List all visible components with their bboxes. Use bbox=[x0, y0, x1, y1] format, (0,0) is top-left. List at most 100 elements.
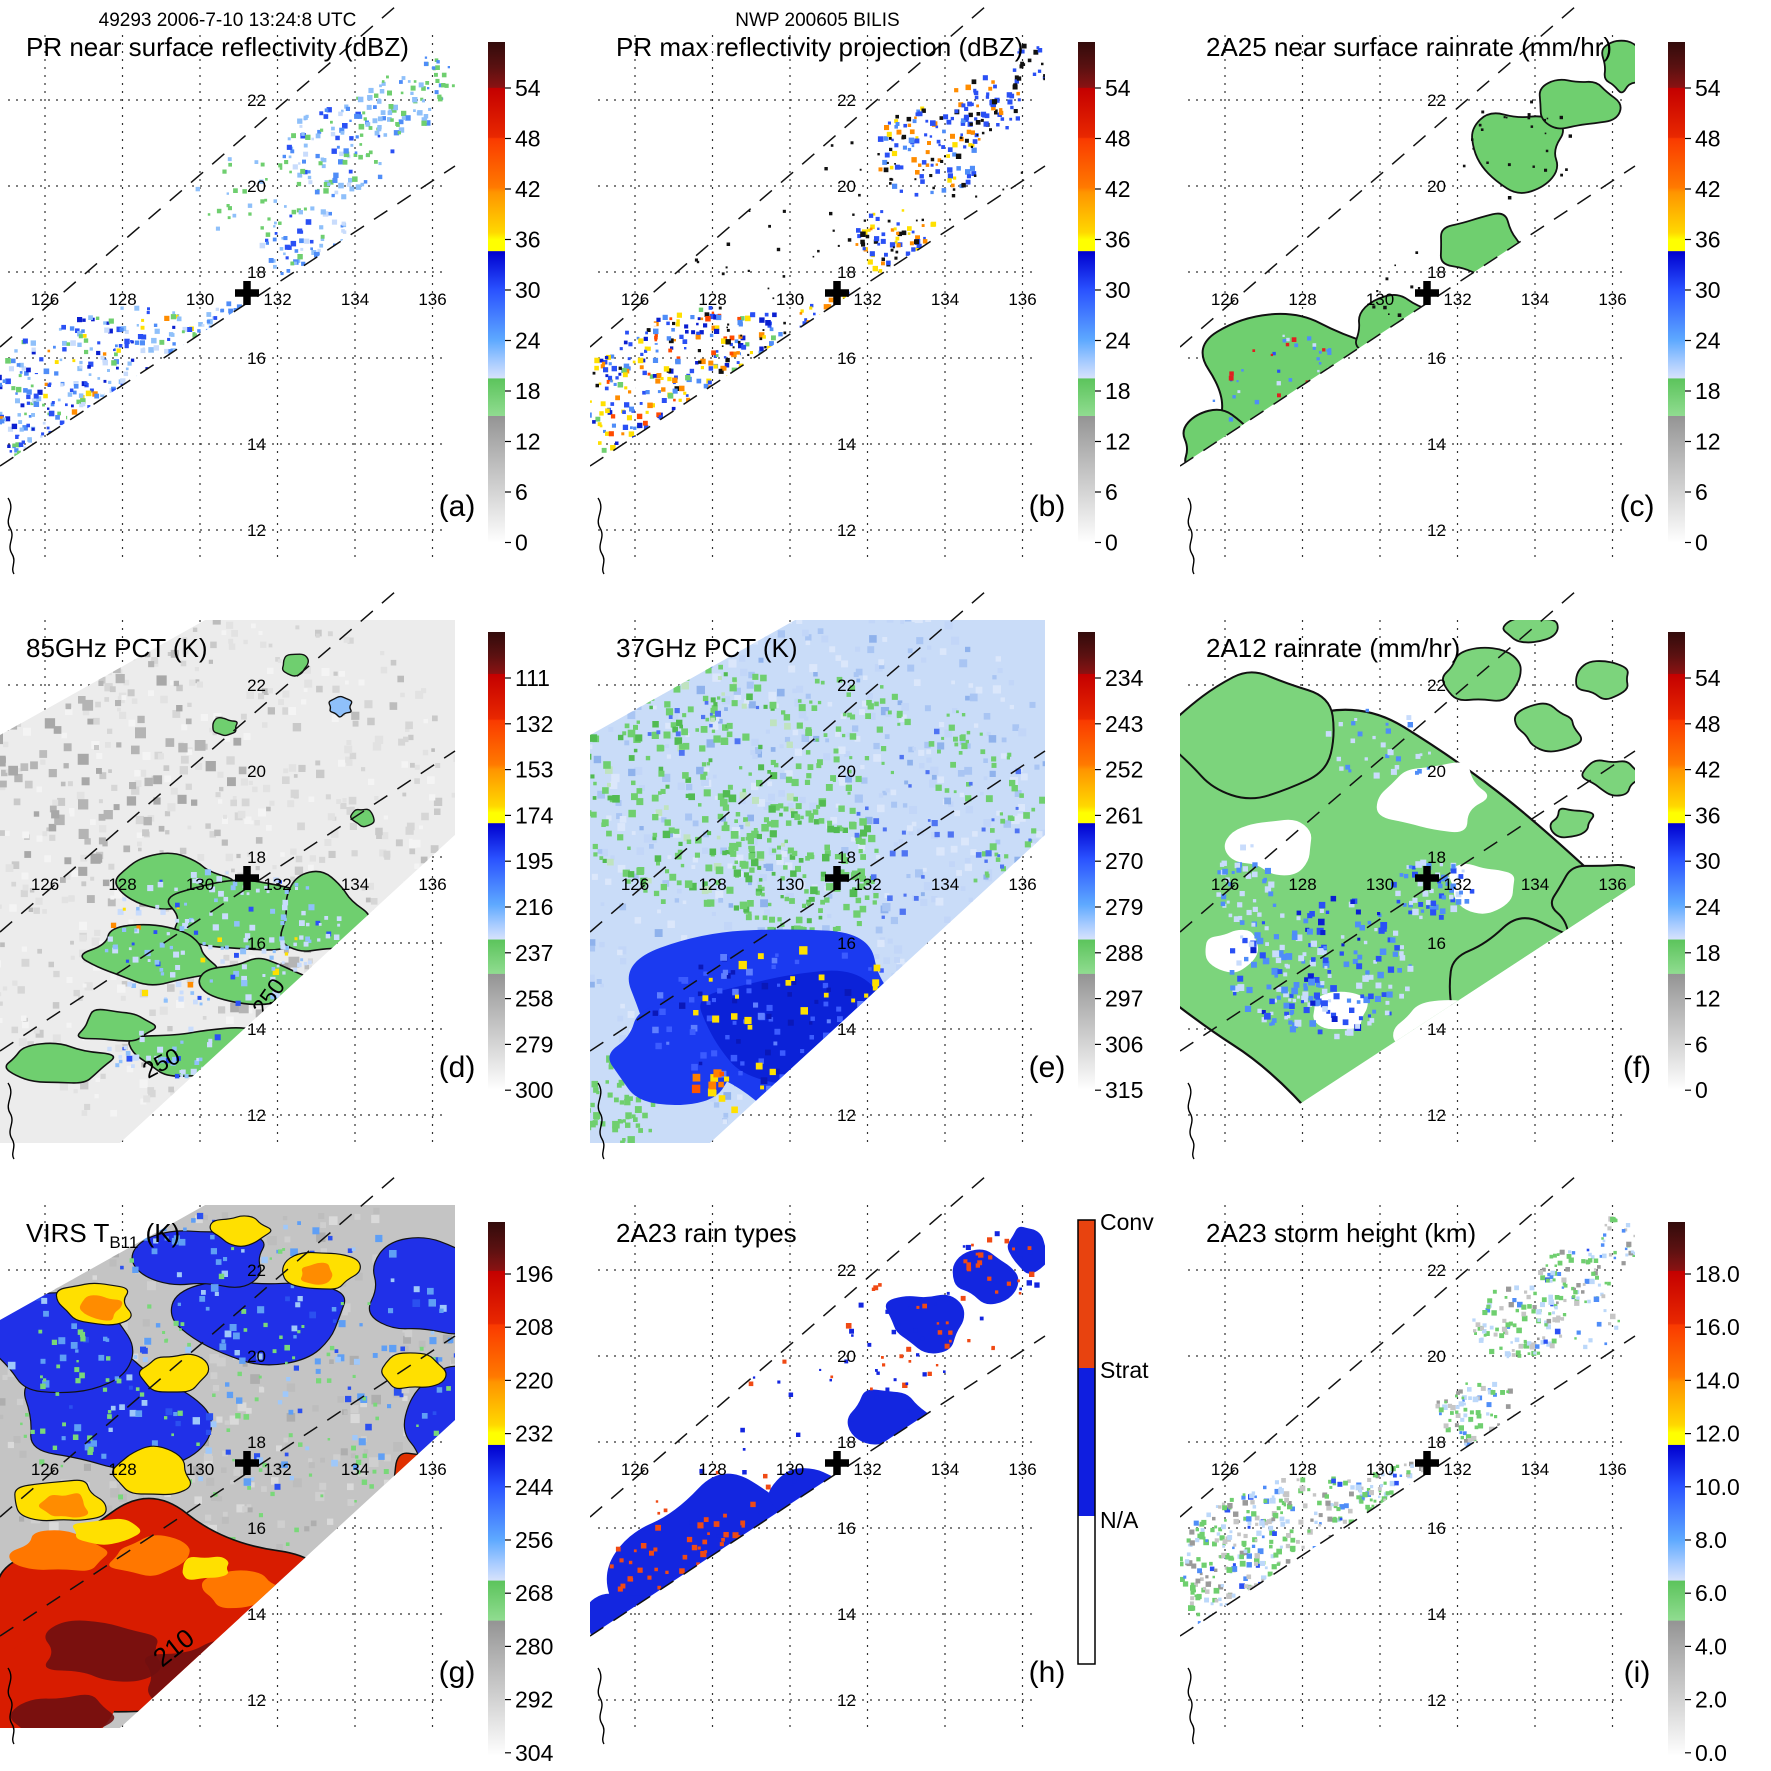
longitude-labels: 126 128 130 132 134 136 bbox=[1211, 875, 1627, 894]
colorbar-tick-label: 256 bbox=[515, 1527, 553, 1553]
data-speckle-cluster bbox=[795, 676, 911, 795]
swath-edge-line bbox=[589, 1169, 994, 1518]
lat-label: 16 bbox=[837, 934, 856, 953]
storm-center-marker bbox=[1415, 1451, 1439, 1475]
rain-type-label: Conv bbox=[1100, 1209, 1154, 1235]
data-speckle-cluster bbox=[691, 1069, 724, 1094]
lat-label: 22 bbox=[837, 91, 856, 110]
colorbar-tick-label: 30 bbox=[1695, 277, 1721, 303]
colorbar-tick-label: 270 bbox=[1105, 848, 1143, 874]
colorbar-tick-label: 18.0 bbox=[1695, 1261, 1740, 1287]
longitude-labels: 126 128 130 132 134 136 bbox=[31, 1460, 447, 1479]
colorbar-bar bbox=[1668, 632, 1685, 1090]
lat-label: 22 bbox=[247, 676, 266, 695]
lat-label: 14 bbox=[1427, 435, 1446, 454]
lon-label: 132 bbox=[263, 290, 291, 309]
colorbar-tick-label: 18 bbox=[1105, 378, 1131, 404]
colorbar-tick-label: 132 bbox=[515, 711, 553, 737]
data-speckle-cluster bbox=[259, 206, 354, 289]
colorbar-tick-label: 304 bbox=[515, 1740, 554, 1766]
colorbar-tick-label: 12 bbox=[515, 429, 541, 455]
lon-label: 128 bbox=[1288, 290, 1316, 309]
swath-edge-line bbox=[1179, 750, 1636, 1052]
data-speckle-cluster bbox=[1600, 1216, 1635, 1266]
data-speckle-cluster bbox=[1538, 1248, 1611, 1306]
panel-title: 2A25 near surface rainrate (mm/hr) bbox=[1206, 32, 1612, 62]
colorbar-tick-label: 6.0 bbox=[1695, 1580, 1727, 1606]
swath-data-layer bbox=[1180, 620, 1635, 1143]
lon-label: 132 bbox=[1443, 290, 1471, 309]
lat-label: 20 bbox=[247, 177, 266, 196]
colorbar-h: Conv Strat N/A bbox=[1077, 1209, 1154, 1665]
colorbar-tick-label: 30 bbox=[515, 277, 541, 303]
swath-edge-lines bbox=[589, 584, 1046, 1052]
data-speckle-cluster bbox=[1012, 43, 1045, 88]
longitude-labels: 126 128 130 132 134 136 bbox=[1211, 290, 1627, 309]
lat-label: 22 bbox=[837, 1261, 856, 1280]
panel-f: 126 128 130 132 134 136 22 20 18 16 14 12 (f) 2A12 ra… bbox=[1179, 584, 1771, 1175]
lat-label: 12 bbox=[837, 1106, 856, 1125]
lon-label: 126 bbox=[1211, 290, 1239, 309]
colorbar-bar bbox=[1078, 632, 1095, 1090]
data-speckle-cluster bbox=[423, 56, 455, 102]
colorbar-tick-label: 48 bbox=[1695, 126, 1721, 152]
colorbar-tick-label: 0.0 bbox=[1695, 1740, 1727, 1766]
swath-edge-line bbox=[589, 584, 994, 933]
lat-label: 12 bbox=[1427, 521, 1446, 540]
swath-edge-lines bbox=[589, 0, 1046, 467]
colorbar-a: 54 48 42 36 30 24 18 12 6 0 bbox=[488, 42, 541, 556]
swath-edge-lines bbox=[589, 1169, 1046, 1637]
data-speckle-cluster bbox=[962, 1231, 1040, 1295]
lat-label: 14 bbox=[247, 1020, 266, 1039]
latitude-labels: 22 20 18 16 14 12 bbox=[247, 1261, 266, 1710]
lat-label: 16 bbox=[1427, 934, 1446, 953]
lon-label: 130 bbox=[186, 1460, 214, 1479]
lat-label: 18 bbox=[837, 263, 856, 282]
coastline bbox=[1187, 1667, 1195, 1745]
colorbar-tick-label: 48 bbox=[1695, 711, 1721, 737]
lon-label: 136 bbox=[1008, 290, 1036, 309]
storm-center-marker bbox=[235, 866, 259, 890]
lon-label: 134 bbox=[1521, 1460, 1549, 1479]
swath-edge-line bbox=[0, 1169, 404, 1518]
swath-data-layer bbox=[0, 56, 455, 466]
longitude-labels: 126 128 130 132 134 136 bbox=[621, 290, 1037, 309]
colorbar-tick-label: 48 bbox=[1105, 126, 1131, 152]
colorbar-tick-label: 243 bbox=[1105, 711, 1143, 737]
lon-label: 130 bbox=[776, 290, 804, 309]
coastline bbox=[597, 1082, 605, 1160]
colorbar-tick-label: 24 bbox=[1695, 894, 1721, 920]
colorbar-tick-label: 4.0 bbox=[1695, 1633, 1727, 1659]
colorbar-tick-label: 279 bbox=[515, 1031, 553, 1057]
coastline bbox=[597, 497, 605, 575]
lat-label: 18 bbox=[247, 1433, 266, 1452]
lat-label: 18 bbox=[1427, 848, 1446, 867]
lon-label: 126 bbox=[31, 1460, 59, 1479]
lat-label: 12 bbox=[247, 1106, 266, 1125]
rain-type-label: N/A bbox=[1100, 1507, 1139, 1533]
lon-label: 132 bbox=[853, 290, 881, 309]
colorbar-tick-label: 54 bbox=[515, 75, 541, 101]
lat-label: 20 bbox=[837, 1347, 856, 1366]
swath-edge-line bbox=[1179, 1335, 1636, 1637]
swath-edge-lines bbox=[1179, 584, 1636, 1052]
data-speckle-cluster bbox=[855, 209, 940, 289]
storm-center-marker bbox=[1415, 281, 1439, 305]
lat-label: 22 bbox=[247, 91, 266, 110]
lat-label: 14 bbox=[837, 1020, 856, 1039]
swath-edge-line bbox=[0, 750, 456, 1052]
lat-label: 12 bbox=[837, 521, 856, 540]
lon-label: 136 bbox=[1008, 875, 1036, 894]
colorbar-tick-label: 16.0 bbox=[1695, 1314, 1740, 1340]
lat-label: 12 bbox=[247, 521, 266, 540]
panel-c: 126 128 130 132 134 136 22 20 18 16 14 12 (c) 2A25 ne… bbox=[1179, 0, 1771, 590]
lon-label: 128 bbox=[108, 875, 136, 894]
lon-label: 130 bbox=[1366, 290, 1394, 309]
colorbar-b: 54 48 42 36 30 24 18 12 6 0 bbox=[1078, 42, 1131, 556]
longitude-labels: 126 128 130 132 134 136 bbox=[621, 875, 1037, 894]
lon-label: 132 bbox=[853, 875, 881, 894]
colorbar-tick-label: 54 bbox=[1105, 75, 1131, 101]
colorbar-tick-label: 280 bbox=[515, 1633, 553, 1659]
